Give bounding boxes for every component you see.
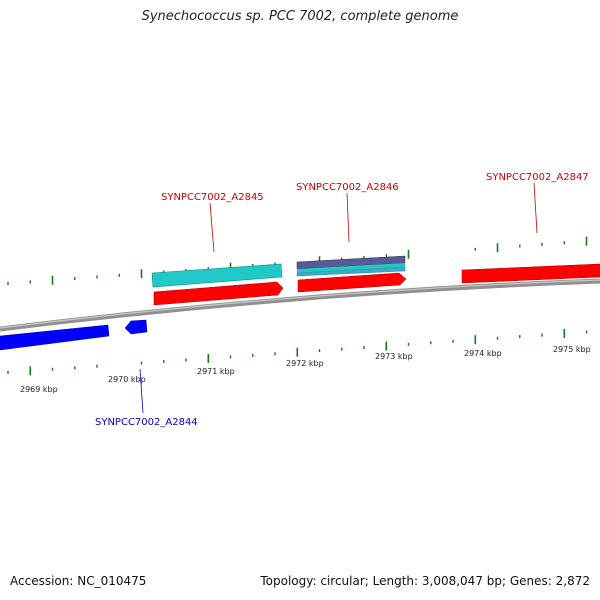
gene-synpcc7002-a2846[interactable] xyxy=(297,272,407,293)
gene-label-a2847[interactable]: SYNPCC7002_A2847 xyxy=(486,172,589,183)
scale-label-2970: 2970 kbp xyxy=(108,375,146,384)
leader-a2846 xyxy=(346,192,350,243)
inner-tick-ring xyxy=(7,329,588,376)
feature-cyan-stripe2-a2846[interactable] xyxy=(296,266,406,277)
scale-label-2974: 2974 kbp xyxy=(464,349,502,358)
genome-backbone-highlight xyxy=(0,279,600,329)
scale-label-2971: 2971 kbp xyxy=(197,367,235,376)
scale-label-2972: 2972 kbp xyxy=(286,359,324,368)
scale-label-2969: 2969 kbp xyxy=(20,385,58,394)
genome-backbone xyxy=(0,278,600,332)
forward-strand-genes xyxy=(153,263,600,306)
gene-synpcc7002-a2845[interactable] xyxy=(153,281,284,306)
reverse-strand-genes xyxy=(0,319,148,351)
gene-label-leaders xyxy=(139,182,538,414)
accession-label: Accession: NC_010475 xyxy=(10,574,147,588)
feature-track xyxy=(151,255,406,288)
gene-labels: SYNPCC7002_A2844 SYNPCC7002_A2845 SYNPCC… xyxy=(95,172,589,428)
feature-cyan-stripe-a2846[interactable] xyxy=(297,263,405,273)
scale-label-2975: 2975 kbp xyxy=(553,345,591,354)
leader-a2845 xyxy=(209,202,215,253)
leader-a2844 xyxy=(139,368,144,414)
gene-label-a2845[interactable]: SYNPCC7002_A2845 xyxy=(161,192,264,203)
genome-summary: Topology: circular; Length: 3,008,047 bp… xyxy=(260,574,590,588)
scale-labels: 2969 kbp 2970 kbp 2971 kbp 2972 kbp 2973… xyxy=(20,345,591,394)
gene-synpcc7002-a2844-arrow[interactable] xyxy=(124,319,148,335)
gene-label-a2846[interactable]: SYNPCC7002_A2846 xyxy=(296,182,399,193)
scale-label-2973: 2973 kbp xyxy=(375,352,413,361)
leader-a2847 xyxy=(533,182,538,234)
gene-reverse-left[interactable] xyxy=(0,324,110,351)
genome-title: Synechococcus sp. PCC 7002, complete gen… xyxy=(141,9,459,24)
feature-cyan-a2845[interactable] xyxy=(151,263,283,288)
gene-label-a2844[interactable]: SYNPCC7002_A2844 xyxy=(95,417,198,428)
gene-synpcc7002-a2847[interactable] xyxy=(461,263,600,284)
